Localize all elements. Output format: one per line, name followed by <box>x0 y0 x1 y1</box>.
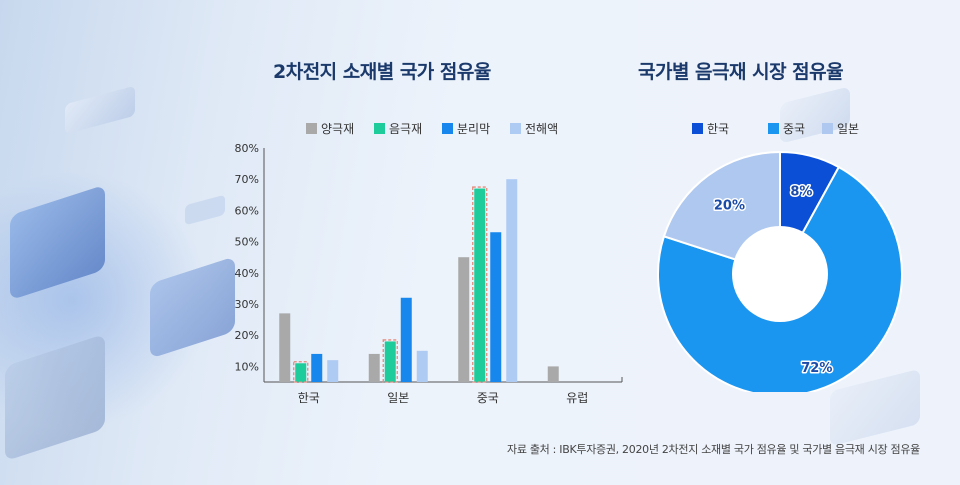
legend-label: 한국 <box>707 122 729 136</box>
legend-label: 일본 <box>837 122 859 136</box>
y-tick-label: 40% <box>235 267 259 280</box>
legend-swatch <box>510 123 521 134</box>
bar-highlight-outline <box>293 361 309 383</box>
bar-chart-title: 2차전지 소재별 국가 점유율 <box>273 61 491 83</box>
source-note: 자료 출처 : IBK투자증권, 2020년 2차전지 소재별 국가 점유율 및… <box>507 443 920 456</box>
legend-item: 전해액 <box>510 122 558 136</box>
background-decoration <box>0 0 260 485</box>
bar <box>474 188 486 382</box>
bar <box>506 179 518 382</box>
y-tick-label: 70% <box>235 173 259 186</box>
legend-item: 음극재 <box>374 122 422 136</box>
bar <box>311 353 323 382</box>
bar <box>384 341 396 382</box>
legend-item: 양극재 <box>306 122 354 136</box>
donut-chart: 한국 중국 일본 8% 72% 20% <box>657 122 903 392</box>
legend-swatch <box>306 123 317 134</box>
bar <box>490 232 502 382</box>
legend-label: 분리막 <box>457 122 490 136</box>
legend-label: 전해액 <box>525 122 558 136</box>
bar <box>416 350 428 382</box>
legend-label: 양극재 <box>321 122 354 136</box>
bar-highlight-outline <box>472 186 488 383</box>
bar <box>295 363 307 382</box>
donut-hole <box>732 226 828 322</box>
y-tick-label: 30% <box>235 298 259 311</box>
bar <box>279 313 291 382</box>
x-tick-label: 유럽 <box>566 391 588 405</box>
legend-swatch <box>692 123 703 134</box>
legend-item: 중국 <box>768 122 805 136</box>
bar <box>400 297 412 382</box>
y-tick-label: 80% <box>235 142 259 155</box>
legend-label: 중국 <box>783 122 805 136</box>
y-tick-label: 20% <box>235 329 259 342</box>
y-tick-label: 10% <box>235 360 259 373</box>
x-tick-label: 일본 <box>387 391 409 405</box>
legend-item: 분리막 <box>442 122 490 136</box>
legend-label: 음극재 <box>389 122 422 136</box>
bar <box>547 366 559 382</box>
legend-swatch <box>768 123 779 134</box>
bar-highlight-outline <box>382 339 398 383</box>
y-tick-label: 50% <box>235 236 259 249</box>
legend-item: 한국 <box>692 122 729 136</box>
x-tick-label: 한국 <box>298 391 320 405</box>
bar-chart: 양극재 음극재 분리막 전해액 10% 20% 30% 40% 50% 60% 70% 80% 한국 일본… <box>235 122 623 405</box>
y-tick-label: 60% <box>235 204 259 217</box>
legend-swatch <box>822 123 833 134</box>
legend-swatch <box>374 123 385 134</box>
bar <box>368 353 380 382</box>
bar <box>458 257 470 382</box>
slice-label: 8% <box>790 185 812 200</box>
slice-label: 20% <box>714 198 745 213</box>
donut-chart-title: 국가별 음극재 시장 점유율 <box>638 61 844 83</box>
slice-label: 72% <box>801 361 832 376</box>
legend-swatch <box>442 123 453 134</box>
bar <box>327 360 339 382</box>
legend-item: 일본 <box>822 122 859 136</box>
x-tick-label: 중국 <box>477 391 499 405</box>
